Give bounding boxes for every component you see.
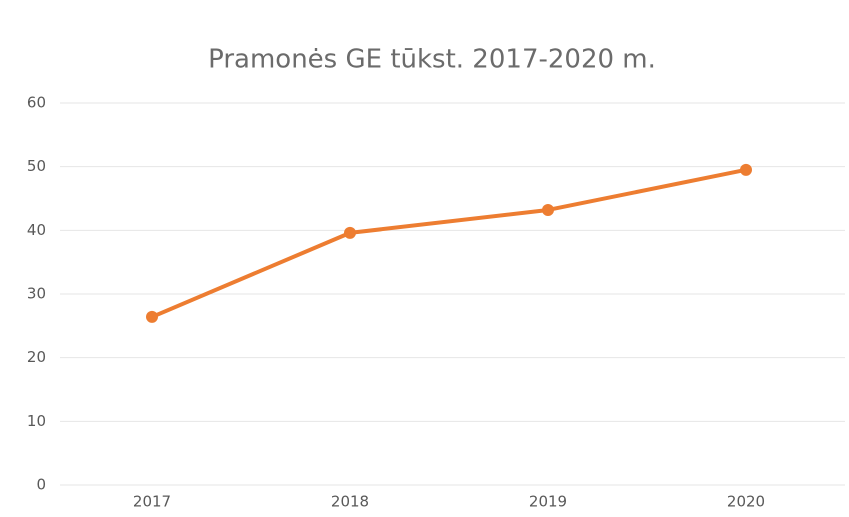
y-tick-label: 20 — [27, 348, 46, 366]
y-tick-label: 60 — [27, 94, 46, 112]
data-point — [542, 203, 554, 216]
chart-title: Pramonės GE tūkst. 2017-2020 m. — [208, 45, 656, 75]
y-tick-label: 30 — [27, 285, 46, 303]
data-line — [151, 167, 747, 319]
data-point — [740, 163, 752, 176]
y-tick-label: 50 — [27, 157, 46, 175]
y-tick-label: 0 — [36, 476, 46, 494]
y-tick-label: 10 — [27, 412, 46, 430]
x-tick-label: 2017 — [133, 493, 171, 511]
data-point — [146, 310, 158, 323]
x-tick-label: 2020 — [727, 493, 765, 511]
y-tick-label: 40 — [27, 221, 46, 239]
x-tick-label: 2018 — [331, 493, 369, 511]
x-tick-label: 2019 — [529, 493, 567, 511]
data-point — [344, 226, 356, 239]
